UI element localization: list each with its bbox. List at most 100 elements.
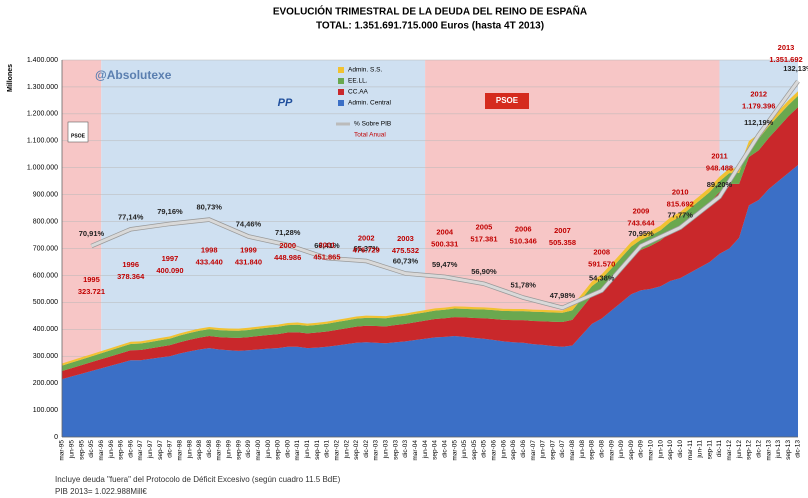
x-tick-label: mar-95	[59, 440, 66, 461]
legend-swatch	[338, 100, 344, 106]
x-tick-label: jun-02	[343, 440, 350, 459]
y-tick-label: 800.000	[33, 218, 58, 225]
y-tick-label: 600.000	[33, 272, 58, 279]
total-value: 505.358	[549, 238, 576, 247]
total-value: 433.440	[196, 257, 223, 266]
x-tick-label: jun-13	[775, 440, 782, 459]
pib-label: 132,13%	[783, 64, 808, 73]
x-tick-label: dic-04	[441, 440, 448, 458]
total-year: 2010	[672, 187, 689, 196]
x-tick-label: mar-01	[294, 440, 301, 461]
y-tick-label: 900.000	[33, 191, 58, 198]
x-tick-label: sep-95	[78, 440, 85, 460]
x-tick-label: sep-97	[157, 440, 164, 460]
total-year: 1998	[201, 245, 218, 254]
x-tick-label: dic-02	[363, 440, 370, 458]
total-year: 2002	[358, 234, 375, 243]
x-tick-label: sep-07	[549, 440, 556, 460]
pib-label: 112,19%	[744, 118, 774, 127]
x-tick-label: mar-99	[216, 440, 223, 461]
x-tick-label: sep-01	[314, 440, 321, 460]
footnote: PIB 2013= 1.022.988Mill€	[55, 487, 147, 496]
logo	[67, 121, 89, 143]
chart-subtitle: TOTAL: 1.351.691.715.000 Euros (hasta 4T…	[316, 21, 544, 32]
x-tick-label: mar-04	[412, 440, 419, 461]
pib-label: 65,37%	[353, 244, 379, 253]
x-tick-label: jun-12	[736, 440, 743, 459]
x-tick-label: jun-09	[618, 440, 625, 459]
area	[62, 95, 798, 372]
x-tick-label: dic-05	[481, 440, 488, 458]
y-tick-label: 1.200.000	[27, 111, 58, 118]
total-year: 1999	[240, 246, 257, 255]
legend-label: % Sobre PIB	[354, 121, 391, 128]
total-year: 1997	[162, 254, 179, 263]
area	[62, 91, 798, 366]
x-tick-label: jun-10	[657, 440, 664, 459]
x-tick-label: sep-12	[746, 440, 753, 460]
x-tick-label: sep-11	[706, 440, 713, 460]
total-year: 2001	[319, 240, 336, 249]
x-tick-label: jun-00	[265, 440, 272, 459]
y-axis-label: Millones	[7, 64, 14, 92]
legend-swatch	[338, 89, 344, 95]
x-tick-label: sep-06	[510, 440, 517, 460]
x-tick-label: dic-08	[598, 440, 605, 458]
pib-label: 77,77%	[668, 211, 694, 220]
pib-label: 71,28%	[275, 228, 301, 237]
total-value: 743.644	[627, 219, 655, 228]
x-tick-label: dic-13	[795, 440, 802, 458]
total-value: 1.179.396	[742, 101, 775, 110]
total-value: 500.331	[431, 239, 458, 248]
pib-label: 89,20%	[707, 180, 733, 189]
total-value: 1.351.692	[769, 55, 802, 64]
x-tick-label: sep-13	[785, 440, 792, 460]
x-tick-label: sep-03	[392, 440, 399, 460]
legend: Admin. S.S. EE.LL. CC.AA Admin. Central % So…	[336, 67, 392, 139]
y-tick-label: 500.000	[33, 299, 58, 306]
x-tick-label: mar-97	[137, 440, 144, 461]
legend-label: Admin. Central	[348, 100, 392, 107]
total-value: 378.364	[117, 272, 145, 281]
x-tick-label: sep-96	[118, 440, 125, 460]
total-value: 448.986	[274, 253, 301, 262]
x-tick-label: mar-03	[373, 440, 380, 461]
x-tick-label: sep-02	[353, 440, 360, 460]
x-tick-label: sep-99	[235, 440, 242, 460]
y-tick-label: 1.100.000	[27, 138, 58, 145]
total-value: 510.346	[510, 237, 537, 246]
x-tick-label: dic-10	[677, 440, 684, 458]
x-tick-label: dic-03	[402, 440, 409, 458]
y-tick-label: 700.000	[33, 245, 58, 252]
x-tick-label: jun-98	[186, 440, 193, 459]
legend-label: Total Anual	[354, 132, 386, 139]
x-tick-label: mar-05	[451, 440, 458, 461]
x-tick-label: mar-12	[726, 440, 733, 461]
total-value: 431.840	[235, 258, 262, 267]
pib-label: 54,38%	[589, 274, 615, 283]
x-tick-label: dic-09	[638, 440, 645, 458]
x-tick-label: sep-98	[196, 440, 203, 460]
total-value: 451.865	[313, 252, 340, 261]
total-year: 2009	[633, 207, 650, 216]
x-tick-label: dic-11	[716, 440, 723, 458]
x-tick-label: jun-06	[500, 440, 507, 459]
pib-label: 80,73%	[196, 203, 222, 212]
x-tick-label: dic-07	[559, 440, 566, 458]
x-tick-label: mar-98	[176, 440, 183, 461]
pib-label: 47,98%	[550, 291, 576, 300]
x-tick-label: dic-99	[245, 440, 252, 458]
x-tick-label: dic-96	[127, 440, 134, 458]
x-tick-label: jun-95	[69, 440, 76, 459]
total-year: 2012	[750, 89, 767, 98]
logo	[485, 93, 529, 109]
pib-label: 79,16%	[157, 207, 183, 216]
total-year: 2008	[593, 248, 610, 257]
y-tick-label: 0	[54, 434, 58, 441]
x-tick-label: mar-96	[98, 440, 105, 461]
pib-label: 59,47%	[432, 260, 458, 269]
footnote: Incluye deuda "fuera" del Protocolo de D…	[55, 475, 341, 484]
x-tick-label: dic-98	[206, 440, 213, 458]
x-tick-label: sep-04	[432, 440, 439, 460]
